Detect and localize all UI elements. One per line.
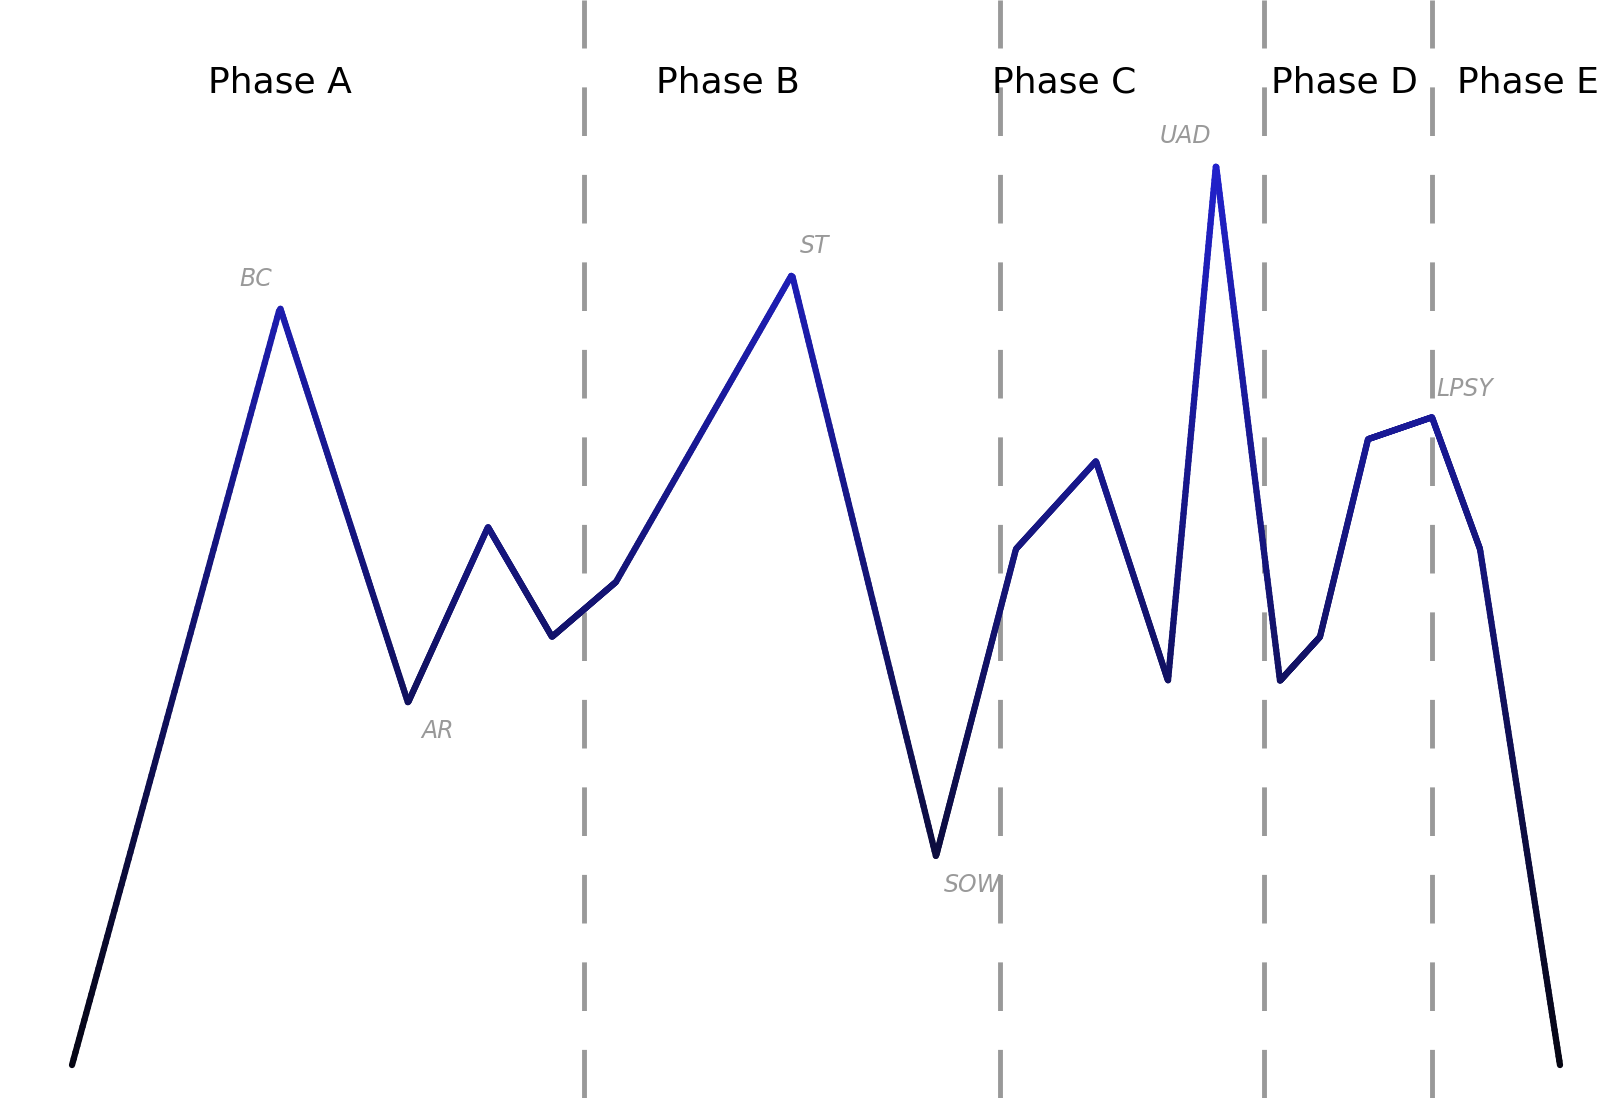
Text: LPSY: LPSY	[1437, 377, 1493, 401]
Text: AR: AR	[421, 719, 453, 743]
Text: Phase A: Phase A	[208, 66, 352, 99]
Text: Phase B: Phase B	[656, 66, 800, 99]
Text: Phase C: Phase C	[992, 66, 1136, 99]
Text: Phase E: Phase E	[1458, 66, 1598, 99]
Text: UAD: UAD	[1160, 124, 1211, 148]
Text: ST: ST	[800, 234, 829, 258]
Text: SOW: SOW	[944, 873, 1002, 897]
Text: BC: BC	[240, 267, 272, 291]
Text: Phase D: Phase D	[1270, 66, 1418, 99]
